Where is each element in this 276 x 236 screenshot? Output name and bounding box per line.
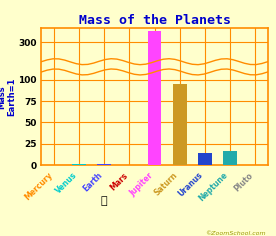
Bar [148, 31, 161, 165]
Bar [72, 164, 86, 165]
Text: Neptune: Neptune [197, 171, 230, 203]
Text: Pluto: Pluto [233, 171, 255, 193]
Text: Mercury: Mercury [22, 171, 54, 202]
Y-axis label: Mass
Earth=1: Mass Earth=1 [0, 77, 17, 116]
Text: ©ZoomSchool.com: ©ZoomSchool.com [205, 231, 266, 236]
Bar [97, 164, 111, 165]
Text: 🌍: 🌍 [101, 196, 108, 206]
Bar [223, 151, 237, 165]
Bar [198, 153, 212, 165]
Text: Venus: Venus [54, 171, 79, 196]
Text: Uranus: Uranus [177, 171, 205, 199]
Text: Saturn: Saturn [153, 171, 180, 198]
Bar [173, 84, 187, 165]
Text: Jupiter: Jupiter [128, 171, 155, 198]
Text: Earth: Earth [81, 171, 104, 194]
Title: Mass of the Planets: Mass of the Planets [79, 14, 230, 27]
Text: Mars: Mars [108, 171, 129, 192]
